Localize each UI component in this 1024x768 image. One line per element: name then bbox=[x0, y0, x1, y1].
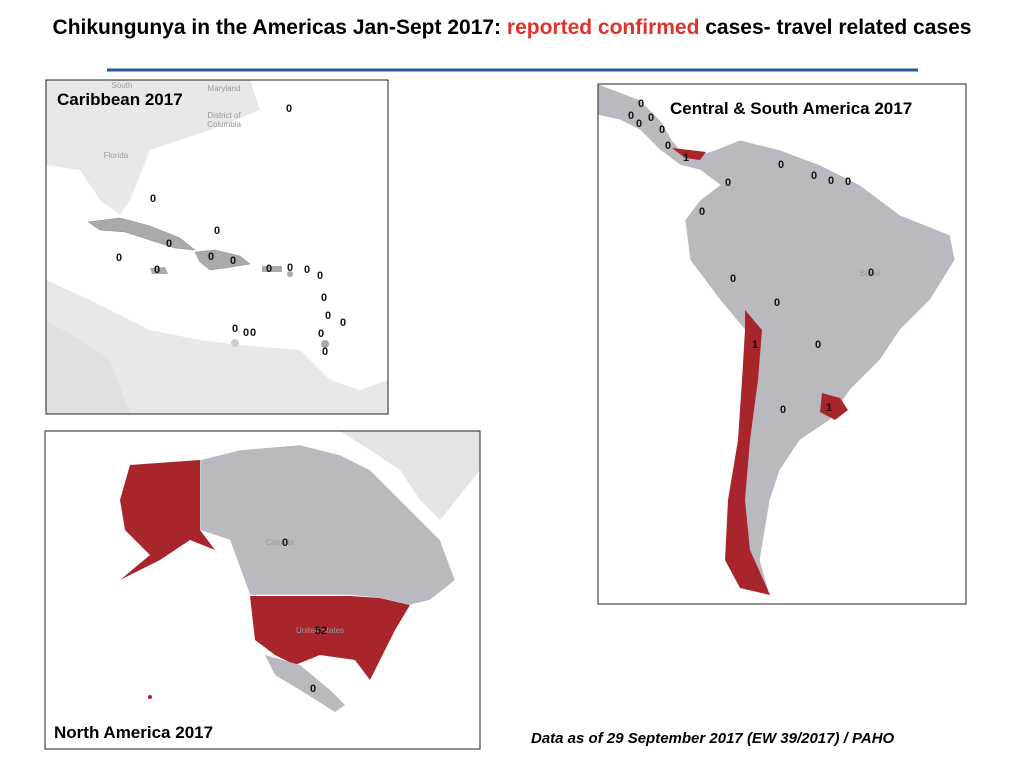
case-count: 0 bbox=[243, 327, 249, 339]
case-count: 0 bbox=[845, 176, 851, 188]
case-count: 0 bbox=[214, 225, 220, 237]
case-count: 0 bbox=[282, 537, 288, 549]
case-count: 0 bbox=[154, 264, 160, 276]
case-count: 0 bbox=[317, 270, 323, 282]
panel-title: North America 2017 bbox=[54, 723, 213, 742]
case-count: 0 bbox=[321, 292, 327, 304]
case-count: 0 bbox=[725, 177, 731, 189]
case-count: 0 bbox=[322, 346, 328, 358]
case-count: 0 bbox=[340, 317, 346, 329]
place-label: Florida bbox=[104, 151, 129, 160]
case-count: 1 bbox=[683, 152, 689, 164]
case-count: 52 bbox=[315, 625, 327, 637]
case-count: 0 bbox=[232, 323, 238, 335]
case-count: 0 bbox=[778, 159, 784, 171]
case-count: 0 bbox=[208, 251, 214, 263]
case-count: 0 bbox=[286, 103, 292, 115]
case-count: 0 bbox=[665, 140, 671, 152]
case-count: 0 bbox=[325, 310, 331, 322]
footnote: Data as of 29 September 2017 (EW 39/2017… bbox=[531, 730, 895, 747]
place-label: Brasil bbox=[860, 269, 880, 278]
place-label: South bbox=[112, 81, 133, 90]
title-text: Chikungunya in the Americas Jan-Sept 201… bbox=[52, 16, 507, 39]
case-count: 0 bbox=[774, 297, 780, 309]
case-count: 1 bbox=[826, 402, 832, 414]
case-count: 0 bbox=[659, 124, 665, 136]
case-count: 0 bbox=[250, 327, 256, 339]
case-count: 0 bbox=[166, 238, 172, 250]
panel-title: Central & South America 2017 bbox=[670, 99, 912, 118]
south-america-frame bbox=[597, 83, 967, 605]
case-count: 0 bbox=[304, 264, 310, 276]
case-count: 0 bbox=[266, 263, 272, 275]
place-label: Canada bbox=[266, 538, 295, 547]
place-label: United States bbox=[296, 626, 344, 635]
title-highlight: reported confirmed bbox=[506, 16, 700, 39]
north-america-map bbox=[45, 431, 480, 749]
case-count: 0 bbox=[638, 98, 644, 110]
case-count: 0 bbox=[811, 170, 817, 182]
case-count: 0 bbox=[310, 683, 316, 695]
case-count: 0 bbox=[868, 267, 874, 279]
title-text: cases- travel related cases bbox=[699, 16, 972, 39]
case-count: 0 bbox=[628, 110, 634, 122]
south-america-map bbox=[598, 84, 966, 604]
case-count: 0 bbox=[116, 252, 122, 264]
case-count: 0 bbox=[150, 193, 156, 205]
north-america-frame bbox=[44, 430, 481, 750]
case-count: 0 bbox=[287, 262, 293, 274]
panel-title: Caribbean 2017 bbox=[57, 90, 183, 109]
place-label: Maryland bbox=[208, 84, 241, 93]
case-count: 1 bbox=[752, 339, 758, 351]
case-count: 0 bbox=[636, 118, 642, 130]
place-label: District of bbox=[207, 111, 241, 120]
caribbean-map bbox=[46, 80, 388, 414]
title: Chikungunya in the Americas Jan-Sept 201… bbox=[0, 14, 1024, 42]
case-count: 0 bbox=[318, 328, 324, 340]
case-count: 0 bbox=[230, 255, 236, 267]
caribbean-frame bbox=[45, 79, 389, 415]
place-label: Columbia bbox=[207, 120, 241, 129]
case-count: 0 bbox=[828, 175, 834, 187]
case-count: 0 bbox=[780, 404, 786, 416]
case-count: 0 bbox=[730, 273, 736, 285]
case-count: 0 bbox=[699, 206, 705, 218]
case-count: 0 bbox=[648, 112, 654, 124]
case-count: 0 bbox=[815, 339, 821, 351]
